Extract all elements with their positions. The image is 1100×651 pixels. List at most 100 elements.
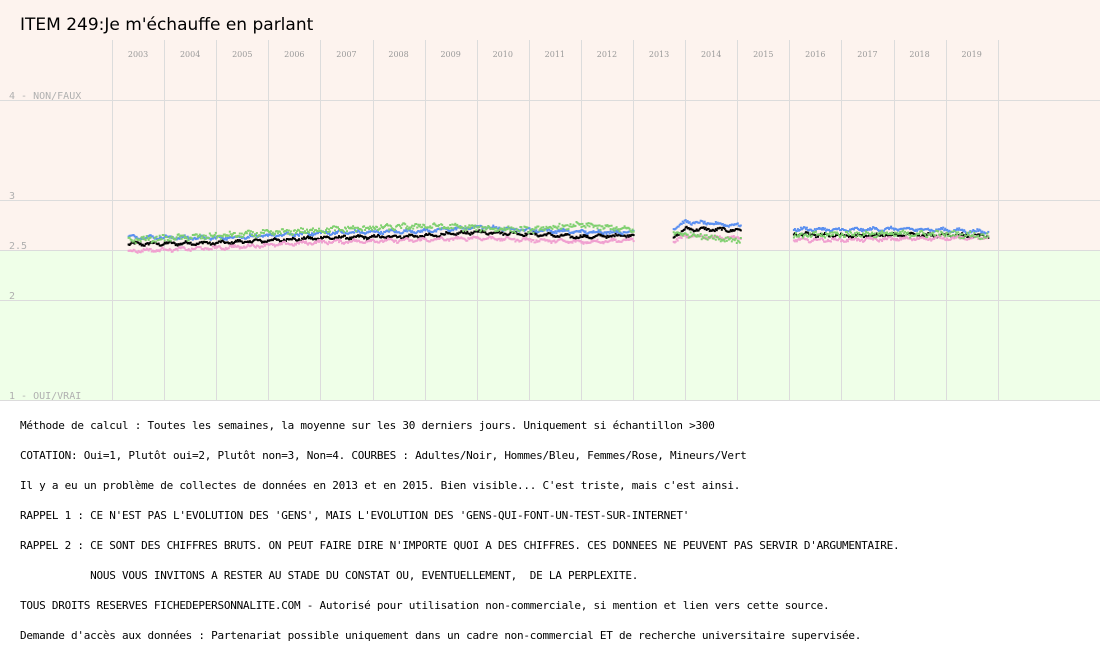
data-point bbox=[229, 233, 232, 236]
data-point bbox=[506, 228, 509, 231]
data-point bbox=[601, 225, 604, 228]
data-point bbox=[358, 239, 361, 242]
data-point bbox=[700, 238, 703, 241]
data-point bbox=[703, 228, 706, 231]
data-point bbox=[128, 236, 131, 239]
data-point bbox=[587, 222, 590, 225]
data-point bbox=[520, 226, 523, 229]
data-point bbox=[152, 240, 155, 243]
data-point bbox=[856, 239, 858, 242]
data-point bbox=[915, 238, 918, 241]
data-point bbox=[437, 225, 440, 228]
data-point bbox=[976, 228, 979, 231]
data-point bbox=[167, 241, 170, 244]
data-point bbox=[470, 231, 473, 234]
data-point bbox=[943, 229, 946, 232]
data-point bbox=[475, 229, 478, 232]
data-point bbox=[347, 225, 350, 228]
data-point bbox=[182, 246, 185, 249]
data-point bbox=[616, 231, 619, 234]
data-point bbox=[844, 235, 846, 238]
data-point bbox=[219, 238, 222, 241]
data-point bbox=[875, 238, 878, 240]
data-point bbox=[273, 245, 276, 248]
data-point bbox=[971, 237, 974, 240]
data-point bbox=[607, 231, 610, 234]
data-point bbox=[853, 238, 855, 241]
data-point bbox=[183, 247, 186, 250]
data-point bbox=[902, 229, 905, 232]
data-point bbox=[293, 235, 296, 238]
data-point bbox=[927, 227, 930, 230]
data-point bbox=[862, 232, 864, 235]
data-point bbox=[846, 238, 848, 241]
data-point bbox=[419, 223, 422, 226]
data-point bbox=[353, 238, 356, 241]
data-point bbox=[137, 249, 140, 252]
data-point bbox=[861, 235, 863, 238]
data-point bbox=[715, 235, 718, 237]
data-point bbox=[688, 236, 691, 239]
data-point bbox=[566, 240, 569, 243]
year-label: 2004 bbox=[180, 50, 200, 59]
data-point bbox=[625, 238, 628, 241]
data-point bbox=[171, 250, 174, 253]
data-point bbox=[266, 234, 269, 237]
data-point bbox=[702, 226, 705, 229]
data-point bbox=[337, 236, 339, 239]
data-point bbox=[318, 227, 320, 230]
data-point bbox=[888, 228, 891, 231]
data-point bbox=[204, 234, 207, 237]
data-point bbox=[706, 238, 709, 241]
data-point bbox=[794, 232, 797, 234]
data-point bbox=[237, 245, 240, 248]
data-point bbox=[441, 236, 444, 239]
data-point bbox=[792, 236, 795, 239]
data-point bbox=[592, 226, 595, 229]
data-point bbox=[809, 228, 812, 231]
data-point bbox=[575, 235, 578, 238]
data-point bbox=[867, 231, 869, 234]
data-point bbox=[838, 234, 840, 237]
data-point bbox=[704, 237, 707, 240]
data-point bbox=[798, 229, 801, 231]
data-point bbox=[719, 240, 722, 243]
data-point bbox=[946, 237, 949, 240]
data-point bbox=[302, 239, 304, 242]
data-point bbox=[214, 245, 217, 248]
data-point bbox=[986, 232, 989, 235]
data-point bbox=[406, 225, 409, 228]
data-point bbox=[417, 223, 420, 226]
year-label: 2018 bbox=[909, 50, 929, 59]
data-point bbox=[831, 231, 833, 234]
data-point bbox=[311, 232, 313, 235]
data-point bbox=[429, 240, 432, 243]
data-point bbox=[399, 235, 402, 238]
data-point bbox=[737, 240, 740, 243]
data-point bbox=[472, 231, 475, 234]
data-point bbox=[898, 232, 901, 235]
data-point bbox=[146, 237, 149, 240]
data-point bbox=[186, 249, 189, 252]
data-point bbox=[370, 227, 373, 230]
data-point bbox=[910, 237, 913, 240]
data-point bbox=[951, 230, 954, 233]
data-point bbox=[617, 228, 620, 231]
data-point bbox=[448, 227, 451, 230]
data-point bbox=[145, 235, 148, 238]
data-point bbox=[884, 236, 887, 239]
data-point bbox=[932, 231, 935, 234]
data-point bbox=[158, 250, 161, 253]
data-point bbox=[554, 230, 557, 233]
data-point bbox=[346, 237, 348, 239]
data-point bbox=[187, 239, 190, 242]
data-point bbox=[720, 236, 723, 239]
data-point bbox=[881, 230, 884, 233]
data-point bbox=[320, 229, 322, 232]
background-band bbox=[0, 250, 1100, 400]
data-point bbox=[624, 235, 627, 238]
data-point bbox=[405, 227, 408, 230]
data-point bbox=[546, 229, 549, 232]
data-point bbox=[892, 233, 895, 235]
data-point bbox=[279, 242, 282, 245]
